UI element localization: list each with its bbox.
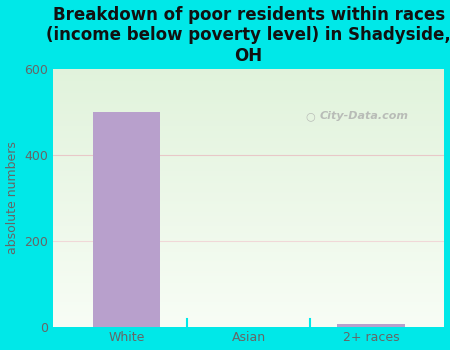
Text: ○: ○ — [306, 111, 315, 121]
Y-axis label: absolute numbers: absolute numbers — [5, 142, 18, 254]
Bar — [93, 112, 160, 327]
Text: City-Data.com: City-Data.com — [319, 111, 408, 121]
Title: Breakdown of poor residents within races
(income below poverty level) in Shadysi: Breakdown of poor residents within races… — [46, 6, 450, 65]
Bar — [338, 324, 405, 327]
